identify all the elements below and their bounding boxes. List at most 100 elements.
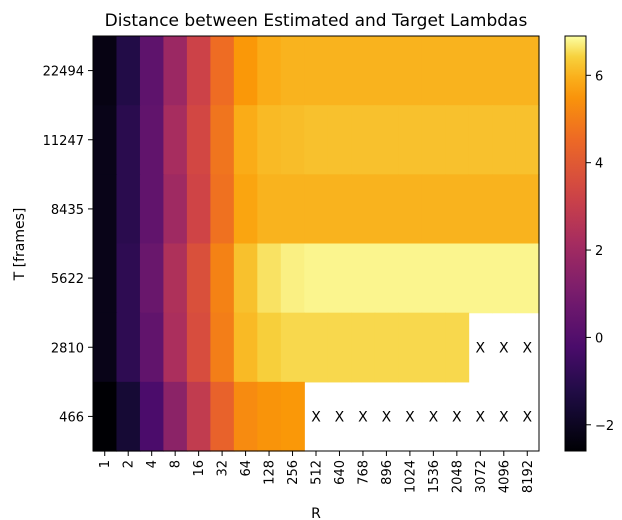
heatmap-cell: [304, 243, 329, 314]
x-tick-label: 256: [286, 460, 301, 485]
heatmap-cell: [93, 381, 118, 452]
heatmap-cell: [139, 36, 165, 106]
heatmap-cell: [351, 174, 376, 245]
missing-marker: X: [429, 409, 439, 425]
heatmap-cell: [280, 312, 305, 383]
heatmap-cell: [398, 243, 423, 314]
colorbar-ticks: −2 0 2 4 6: [586, 69, 614, 434]
missing-marker: X: [358, 409, 368, 425]
colorbar-tick-label: 2: [595, 244, 603, 259]
heatmap-cell: [93, 243, 118, 314]
missing-marker: X: [476, 409, 486, 425]
heatmap-cell: [116, 381, 141, 452]
heatmap-cell: [280, 174, 305, 245]
x-tick-label: 512: [310, 460, 325, 485]
heatmap-cell: [468, 243, 493, 314]
heatmap-cell: [304, 312, 329, 383]
y-tick-label: 8435: [51, 203, 84, 218]
heatmap-cell: [116, 36, 141, 106]
missing-marker: X: [499, 340, 509, 356]
heatmap-cell: [327, 105, 352, 175]
x-tick-label: 896: [380, 460, 395, 485]
heatmap-cell: [374, 105, 399, 175]
y-tick-label: 5622: [51, 272, 84, 287]
heatmap-cell: [233, 381, 258, 452]
heatmap-cell: [445, 243, 470, 314]
y-tick-label: 466: [59, 410, 84, 425]
heatmap-cell: [233, 105, 258, 175]
heatmap-cell: [280, 105, 305, 175]
heatmap-cell: [210, 381, 235, 452]
x-tick-label: 16: [192, 460, 207, 477]
heatmap-cell: [233, 243, 258, 314]
heatmap-cell: [139, 105, 165, 175]
colorbar-tick-label: 4: [595, 157, 603, 172]
missing-marker: X: [311, 409, 321, 425]
heatmap-cell: [492, 105, 517, 175]
heatmap-cell: [398, 312, 423, 383]
heatmap-cell: [163, 174, 188, 245]
heatmap-cell: [398, 36, 423, 106]
y-tick-label: 11247: [43, 134, 84, 149]
heatmap-cell: [210, 243, 235, 314]
missing-marker: X: [452, 409, 462, 425]
heatmap-cell: [351, 312, 376, 383]
heatmap-cell: [327, 243, 352, 314]
colorbar-tick-label: −2: [595, 419, 614, 434]
y-tick-label: 22494: [43, 65, 84, 80]
heatmap-cell: [210, 36, 235, 106]
heatmap-cell: [163, 105, 188, 175]
heatmap-cell: [186, 105, 211, 175]
heatmap-cell: [93, 105, 118, 175]
heatmap-cell: [445, 312, 470, 383]
missing-marker: X: [522, 340, 532, 356]
x-tick-label: 1536: [427, 460, 442, 493]
x-tick-label: 1024: [403, 460, 418, 493]
heatmap-cell: [210, 174, 235, 245]
heatmap-cell: [515, 105, 540, 175]
y-tick-label: 2810: [51, 341, 84, 356]
heatmap-cell: [257, 105, 282, 175]
heatmap-cell: [210, 312, 235, 383]
heatmap-cells: [93, 36, 540, 452]
heatmap-cell: [280, 36, 305, 106]
x-tick-label: 768: [356, 460, 371, 485]
heatmap-cell: [398, 105, 423, 175]
x-tick-label: 1: [98, 460, 113, 468]
x-tick-label: 3072: [474, 460, 489, 493]
missing-marker: X: [335, 409, 345, 425]
heatmap-cell: [139, 243, 165, 314]
heatmap-cell: [304, 174, 329, 245]
heatmap-cell: [468, 36, 493, 106]
heatmap-cell: [304, 36, 329, 106]
heatmap-cell: [421, 312, 446, 383]
x-axis-label: R: [311, 506, 321, 520]
missing-markers: X X XX X X X X X X X X X: [311, 340, 532, 425]
heatmap-cell: [468, 174, 493, 245]
x-tick-label: 640: [333, 460, 348, 485]
heatmap-cell: [163, 381, 188, 452]
heatmap-cell: [421, 105, 446, 175]
heatmap-cell: [421, 36, 446, 106]
colorbar: [564, 35, 587, 452]
heatmap-cell: [351, 36, 376, 106]
heatmap-cell: [163, 243, 188, 314]
colorbar-tick-label: 6: [595, 69, 603, 84]
heatmap-cell: [233, 174, 258, 245]
heatmap-cell: [374, 174, 399, 245]
heatmap-cell: [492, 36, 517, 106]
heatmap-cell: [93, 312, 118, 383]
heatmap-cell: [515, 174, 540, 245]
heatmap-cell: [515, 36, 540, 106]
x-tick-label: 4096: [497, 460, 512, 493]
heatmap-cell: [421, 243, 446, 314]
chart-title: Distance between Estimated and Target La…: [105, 11, 528, 31]
heatmap-cell: [374, 312, 399, 383]
heatmap-cell: [139, 381, 165, 452]
heatmap-cell: [398, 174, 423, 245]
heatmap-cell: [280, 243, 305, 314]
heatmap-cell: [139, 312, 165, 383]
x-tick-label: 8: [169, 460, 184, 468]
heatmap-cell: [327, 174, 352, 245]
